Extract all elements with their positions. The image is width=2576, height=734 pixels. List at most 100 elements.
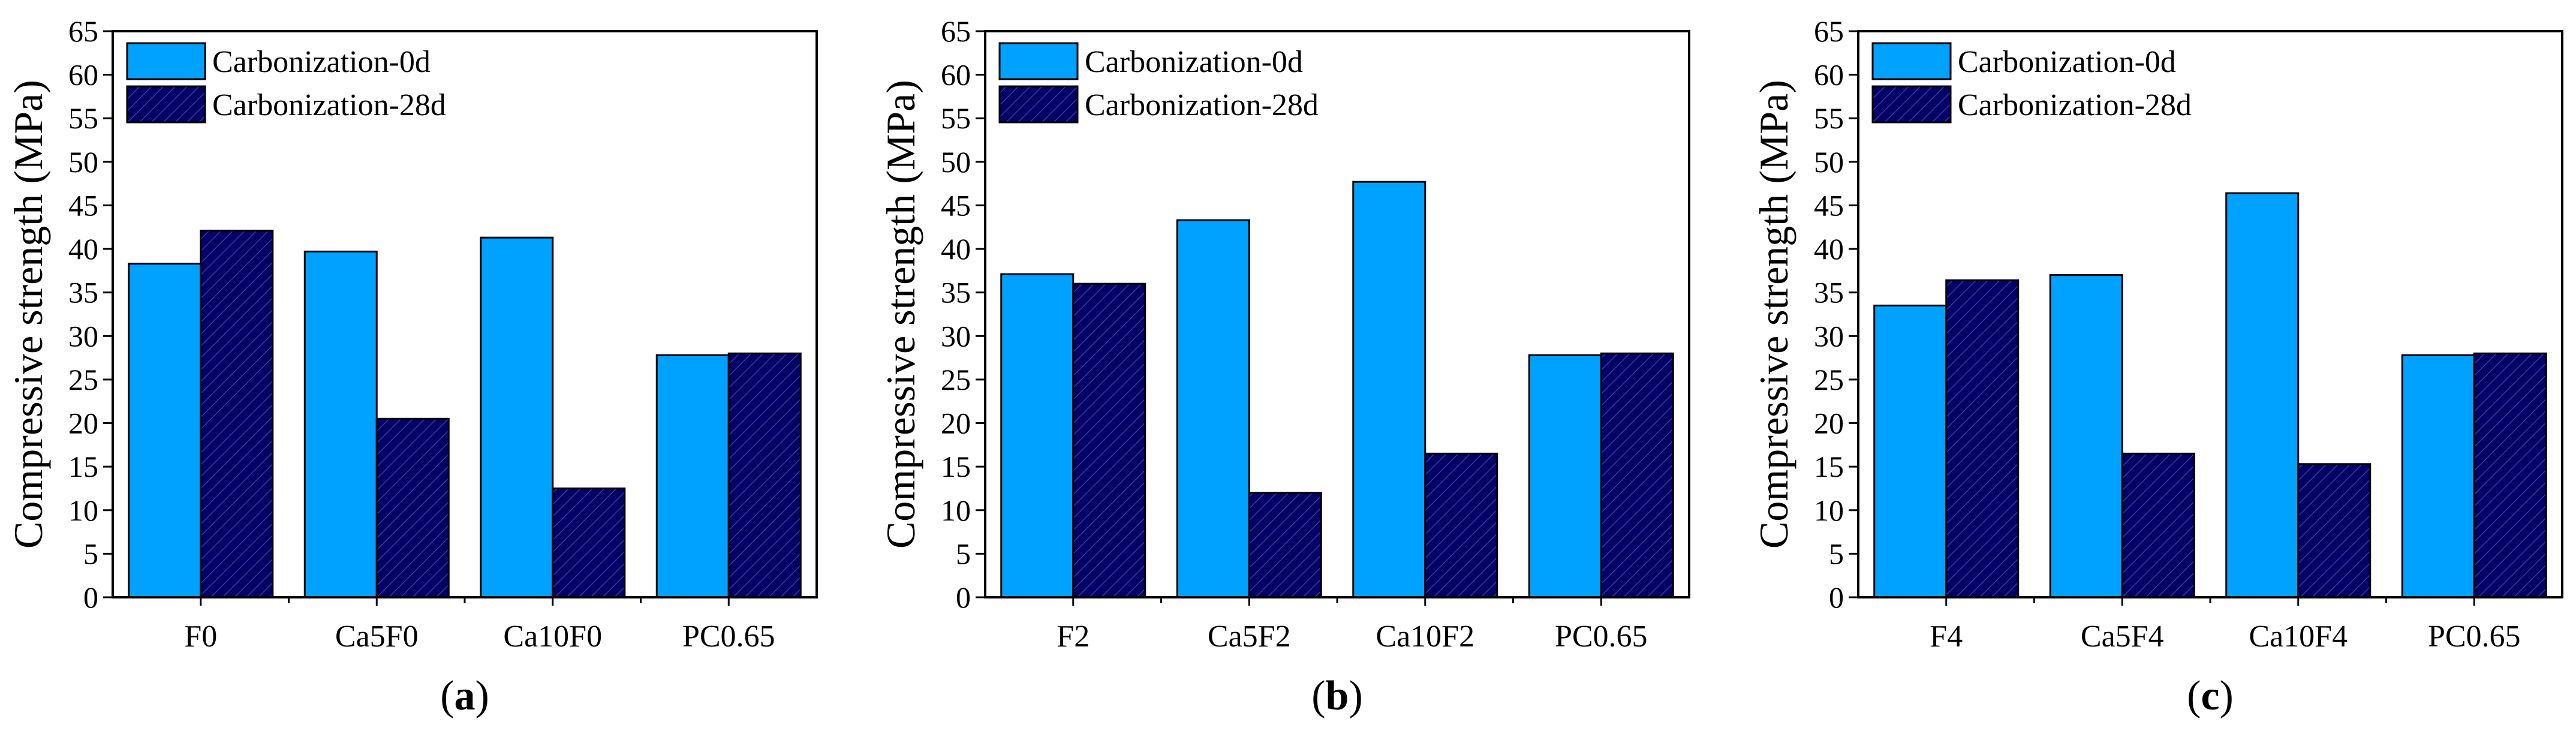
plot-frame — [984, 30, 1690, 598]
y-tick-label: 15 — [941, 450, 971, 483]
chart-panel-a: F0 Ca5F0 Ca10F0 PC0.65 0 5 10 15 20 25 30 35 40 45 50 5… — [5, 14, 818, 719]
y-tick-label: 30 — [941, 319, 971, 353]
y-tick-label: 0 — [956, 580, 971, 614]
y-axis-title: Compressive strength (MPa) — [5, 80, 51, 549]
y-tick-label: 15 — [1814, 450, 1844, 483]
y-tick-label: 65 — [941, 14, 971, 48]
panel-label: (b) — [1311, 673, 1363, 719]
y-tick-label: 55 — [1814, 101, 1844, 135]
bar-a-Ca5F0-carbonization-0d — [303, 250, 378, 598]
panel-label: (a) — [440, 673, 489, 719]
y-tick-label: 65 — [1814, 14, 1844, 48]
legend-label: Carbonization-0d — [1085, 45, 1303, 79]
bar-c-PC0.65-carbonization-0d — [2401, 354, 2475, 598]
bar-c-PC0.65-carbonization-28d — [2473, 352, 2547, 598]
y-tick-label: 50 — [68, 145, 98, 179]
bar-a-PC0.65-carbonization-0d — [655, 354, 730, 598]
bar-c-Ca10F4-carbonization-0d — [2225, 192, 2300, 598]
y-tick-label: 10 — [1814, 494, 1844, 527]
y-tick-label: 20 — [68, 407, 98, 440]
bar-a-Ca10F0-carbonization-28d — [552, 487, 626, 598]
legend-swatch-carbonization-0d — [998, 42, 1079, 80]
y-tick-label: 40 — [941, 232, 971, 266]
y-tick-label: 50 — [1814, 145, 1844, 179]
y-tick-label: 45 — [941, 188, 971, 222]
y-tick-label: 10 — [941, 494, 971, 527]
x-tick-label: Ca10F0 — [503, 619, 602, 654]
bar-a-Ca5F0-carbonization-28d — [375, 417, 450, 598]
panel-label: (c) — [2187, 673, 2234, 719]
bar-b-PC0.65-carbonization-28d — [1600, 352, 1674, 598]
y-tick-label: 25 — [941, 363, 971, 396]
y-tick-label: 55 — [68, 101, 98, 135]
y-tick-label: 65 — [68, 14, 98, 48]
legend-swatch-carbonization-0d — [126, 42, 206, 80]
y-tick-label: 35 — [68, 276, 98, 309]
y-tick-label: 30 — [68, 319, 98, 353]
y-tick-label: 45 — [68, 188, 98, 222]
legend-swatch-carbonization-28d — [1871, 85, 1952, 124]
bar-b-Ca5F2-carbonization-28d — [1248, 492, 1322, 598]
bar-b-Ca10F2-carbonization-28d — [1424, 452, 1498, 598]
plot-frame — [1857, 30, 2563, 598]
y-tick-label: 40 — [1814, 232, 1844, 266]
y-tick-label: 35 — [941, 276, 971, 309]
y-tick-label: 50 — [941, 145, 971, 179]
y-tick-label: 35 — [1814, 276, 1844, 309]
bar-c-Ca5F4-carbonization-28d — [2121, 452, 2195, 598]
bar-a-F0-carbonization-28d — [200, 230, 274, 598]
bar-c-Ca10F4-carbonization-28d — [2297, 463, 2372, 598]
chart-panel-b: F2 Ca5F2 Ca10F2 PC0.65 0 5 10 15 20 25 30 35 40 45 50 5… — [878, 14, 1690, 719]
y-tick-label: 40 — [68, 232, 98, 266]
x-tick-label: PC0.65 — [2428, 619, 2521, 654]
bar-b-F2-carbonization-0d — [1000, 273, 1075, 598]
y-tick-label: 5 — [1829, 537, 1844, 570]
x-tick-label: PC0.65 — [682, 619, 775, 654]
x-tick-label: Ca5F0 — [335, 619, 419, 654]
x-tick-label: F0 — [184, 619, 217, 654]
x-tick-label: PC0.65 — [1555, 619, 1648, 654]
y-tick-label: 0 — [1829, 580, 1844, 614]
legend: Carbonization-0d Carbonization-28d — [126, 42, 446, 124]
plot-frame — [112, 30, 818, 598]
x-tick-label: Ca5F2 — [1208, 619, 1291, 654]
y-tick-label: 60 — [941, 58, 971, 92]
x-tick-label: Ca10F4 — [2249, 619, 2348, 654]
legend-swatch-carbonization-28d — [126, 85, 206, 124]
x-tick-label: F4 — [1930, 619, 1963, 654]
y-tick-label: 0 — [83, 580, 98, 614]
y-tick-label: 25 — [1814, 363, 1844, 396]
bar-c-F4-carbonization-28d — [1945, 279, 2020, 598]
bar-b-Ca10F2-carbonization-0d — [1352, 181, 1427, 598]
x-tick-label: Ca10F2 — [1376, 619, 1474, 654]
legend-label: Carbonization-0d — [212, 45, 431, 79]
y-tick-label: 60 — [68, 58, 98, 92]
y-tick-label: 20 — [941, 407, 971, 440]
y-tick-label: 20 — [1814, 407, 1844, 440]
bar-c-Ca5F4-carbonization-0d — [2049, 274, 2123, 598]
bar-b-PC0.65-carbonization-0d — [1528, 354, 1602, 598]
bar-c-F4-carbonization-0d — [1873, 304, 1948, 598]
y-axis-title: Compressive strength (MPa) — [1751, 80, 1796, 549]
y-tick-label: 5 — [956, 537, 971, 570]
chart-panel-c: F4 Ca5F4 Ca10F4 PC0.65 0 5 10 15 20 25 30 35 40 45 50 5… — [1751, 14, 2563, 719]
legend-label: Carbonization-0d — [1958, 45, 2176, 79]
legend-label: Carbonization-28d — [1958, 88, 2192, 122]
legend: Carbonization-0d Carbonization-28d — [998, 42, 1319, 124]
y-tick-label: 10 — [68, 494, 98, 527]
y-tick-label: 15 — [68, 450, 98, 483]
bar-b-Ca5F2-carbonization-0d — [1176, 219, 1250, 598]
legend-label: Carbonization-28d — [1085, 88, 1319, 122]
x-tick-label: Ca5F4 — [2081, 619, 2164, 654]
y-tick-label: 55 — [941, 101, 971, 135]
y-axis-title: Compressive strength (MPa) — [878, 80, 923, 549]
y-tick-label: 5 — [83, 537, 98, 570]
legend: Carbonization-0d Carbonization-28d — [1871, 42, 2192, 124]
y-tick-label: 25 — [68, 363, 98, 396]
legend-label: Carbonization-28d — [212, 88, 446, 122]
bar-b-F2-carbonization-28d — [1072, 282, 1146, 598]
bar-a-Ca10F0-carbonization-0d — [480, 236, 554, 598]
bar-a-PC0.65-carbonization-28d — [727, 352, 802, 598]
y-tick-label: 45 — [1814, 188, 1844, 222]
